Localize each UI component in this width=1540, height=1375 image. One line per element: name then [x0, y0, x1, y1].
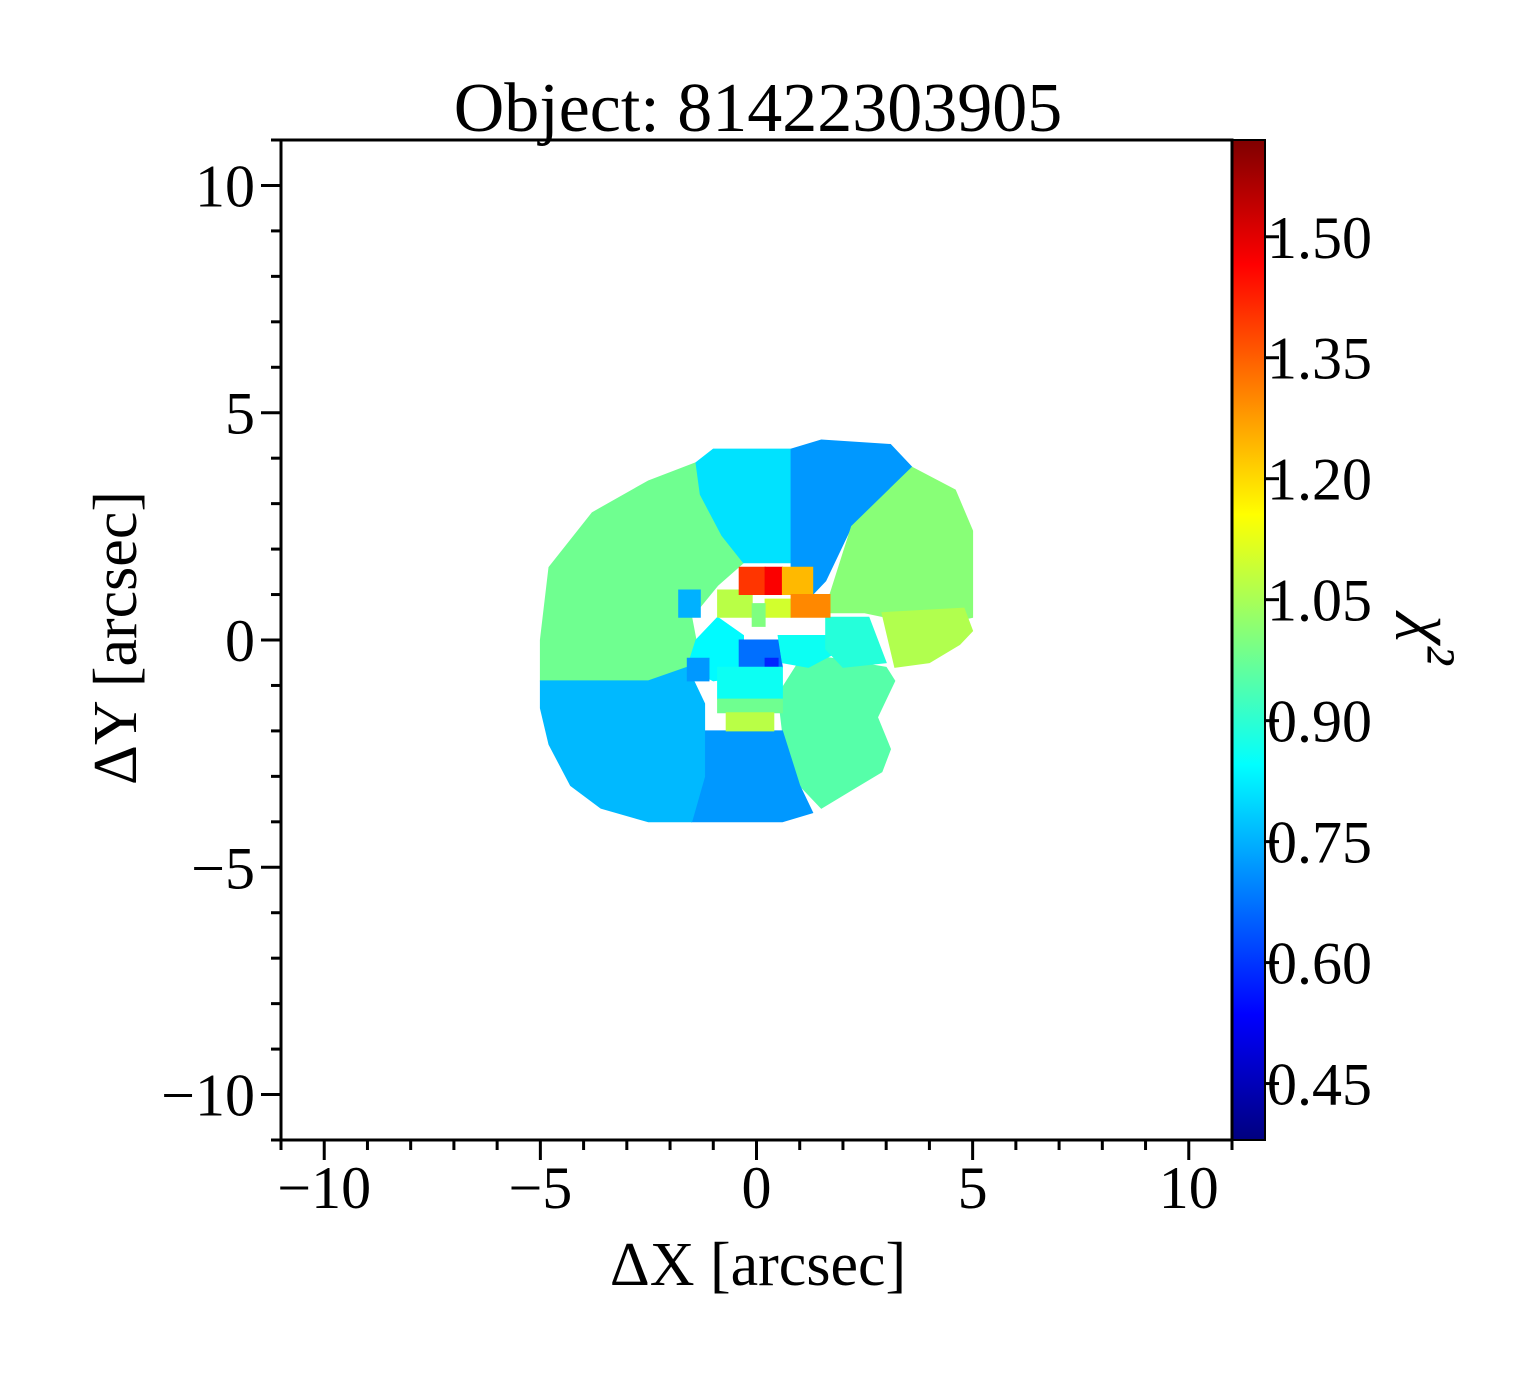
colorbar-tick-label: 1.05: [1267, 568, 1372, 634]
voronoi-bin-2: [695, 448, 792, 564]
voronoi-bin-6: [777, 653, 896, 809]
voronoi-bin-13: [825, 616, 887, 668]
voronoi-bin-17: [678, 589, 701, 618]
colorbar-tick-label: 0.45: [1267, 1052, 1372, 1118]
colorbar-ticks: 1.50 1.35 1.20 1.05 0.90 0.75 0.60 0.45: [1265, 205, 1372, 1118]
y-tick-label: −10: [161, 1063, 255, 1129]
colorbar-tick-label: 1.35: [1267, 326, 1372, 392]
y-tick-label: 10: [195, 153, 255, 219]
y-tick-label: 5: [225, 381, 255, 447]
x-tick-label: 0: [742, 1155, 772, 1221]
voronoi-bin-22: [764, 566, 783, 595]
x-tick-label: −5: [508, 1155, 572, 1221]
voronoi-bin-21: [738, 566, 766, 595]
y-tick-label: 0: [225, 608, 255, 674]
colorbar-tick-label: 0.90: [1267, 689, 1372, 755]
voronoi-bin-14: [717, 666, 783, 700]
plot-area: [539, 439, 974, 823]
colorbar-tick-label: 0.60: [1267, 931, 1372, 997]
y-axis-ticks: 10 5 0 −5 −10: [161, 138, 281, 1142]
colorbar-tick-label: 1.20: [1267, 447, 1372, 513]
voronoi-bin-8: [539, 666, 706, 823]
plot-frame: [279, 138, 1234, 1142]
voronoi-bin-25: [686, 657, 710, 682]
voronoi-bin-11: [764, 657, 779, 668]
voronoi-bin-12: [777, 635, 835, 668]
voronoi-bin-23: [781, 566, 814, 595]
voronoi-bin-16: [725, 712, 775, 732]
x-axis-ticks: −10 −5 0 5 10: [277, 1140, 1234, 1221]
x-tick-label: 5: [958, 1155, 988, 1221]
colorbar: [1231, 139, 1266, 1141]
voronoi-bin-20: [751, 603, 766, 627]
voronoi-bin-19: [764, 598, 792, 618]
x-tick-label: 10: [1159, 1155, 1219, 1221]
y-axis-label: ΔY [arcsec]: [82, 491, 150, 785]
colorbar-tick-label: 1.50: [1267, 205, 1372, 271]
y-tick-label: −5: [191, 835, 255, 901]
chart-title: Object: 81422303905: [454, 70, 1063, 147]
voronoi-bin-24: [790, 594, 831, 618]
voronoi-bin-15: [717, 698, 783, 714]
colorbar-tick-label: 0.75: [1267, 810, 1372, 876]
x-axis-label: ΔX [arcsec]: [610, 1231, 906, 1299]
colorbar-label: χ²: [1395, 610, 1468, 666]
voronoi-bin-5: [881, 607, 974, 668]
x-tick-label: −10: [277, 1155, 371, 1221]
